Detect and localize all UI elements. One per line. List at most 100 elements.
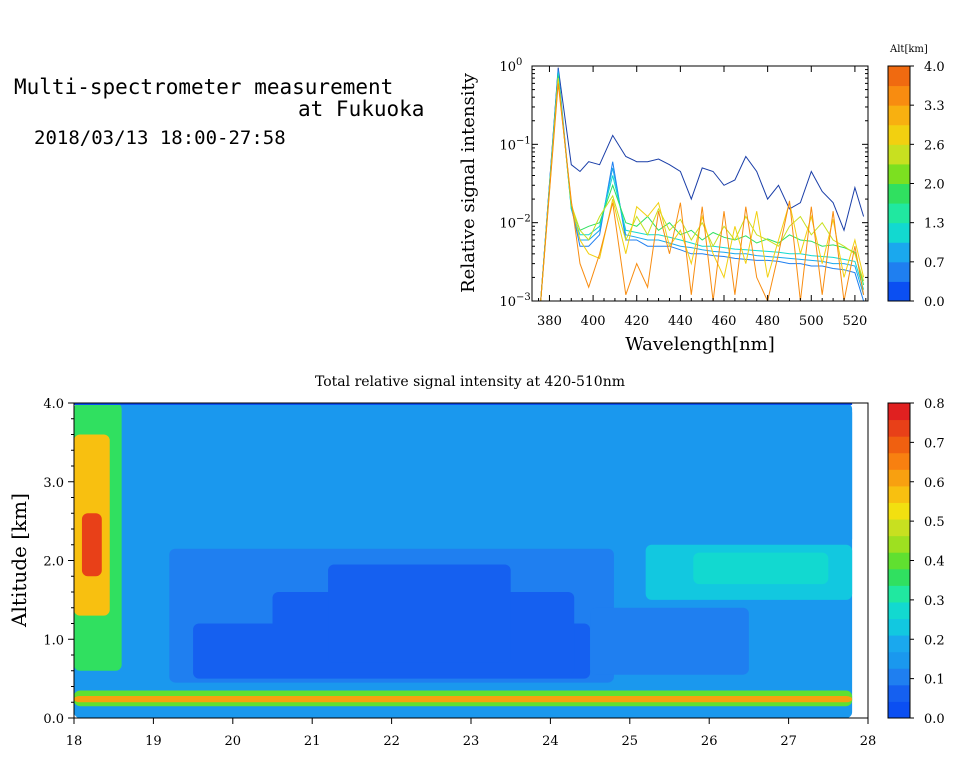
spectrum-ytick-exponent: −3: [516, 292, 531, 303]
date-range-label: 2018/03/13 18:00-27:58: [34, 127, 286, 149]
spectrum-series-7: [540, 83, 865, 301]
intensity-colorbar-cell: [888, 601, 910, 620]
spectrum-series-5: [540, 78, 865, 301]
altitude-colorbar-tick: 2.0: [924, 178, 945, 193]
heatmap-xtick: 28: [860, 734, 877, 749]
heatmap-region-6: [590, 607, 749, 675]
heatmap-xtick: 24: [542, 734, 559, 749]
altitude-colorbar-cell: [888, 222, 910, 243]
heatmap-region-1: [153, 406, 853, 545]
spectrum-ylabel: Relative signal intensity: [458, 72, 479, 293]
spectrum-series-3: [540, 73, 865, 301]
intensity-colorbar-tick: 0.2: [924, 633, 945, 648]
heatmap-region-10: [74, 695, 853, 703]
intensity-colorbar-cell: [888, 403, 910, 421]
altitude-colorbar-cell: [888, 281, 910, 302]
intensity-colorbar-cell: [888, 485, 910, 503]
intensity-colorbar-tick: 0.1: [924, 673, 945, 688]
spectrum-xtick: 480: [755, 314, 780, 329]
intensity-colorbar-cell: [888, 452, 910, 470]
heatmap-ytick: 4.0: [43, 397, 64, 412]
heatmap-xtick: 23: [463, 734, 480, 749]
intensity-colorbar-cell: [888, 568, 910, 586]
intensity-colorbar-cell: [888, 535, 910, 553]
heatmap-region-5: [328, 564, 511, 663]
spectrum-series-4: [540, 75, 865, 301]
spectrum-xtick: 520: [842, 314, 867, 329]
heatmap-ytick: 1.0: [43, 633, 64, 648]
altitude-colorbar-tick: 3.3: [924, 99, 945, 114]
intensity-colorbar-cell: [888, 436, 910, 454]
spectrum-plot-frame: [531, 65, 869, 302]
altitude-colorbar-cell: [888, 85, 910, 106]
altitude-colorbar-tick: 0.0: [924, 295, 945, 310]
intensity-colorbar: 0.0 0.1 0.2 0.3 0.4 0.5 0.6 0.7 0.8: [887, 397, 945, 727]
altitude-colorbar-tick: 4.0: [924, 60, 945, 75]
heatmap-xtick: 27: [780, 734, 797, 749]
intensity-colorbar-tick: 0.0: [924, 712, 945, 727]
intensity-colorbar-tick: 0.6: [924, 476, 945, 491]
altitude-colorbar-cell: [888, 105, 910, 126]
spectrum-ytick: 10: [499, 217, 516, 232]
spectrum-xtick: 400: [581, 314, 606, 329]
altitude-colorbar-cell: [888, 242, 910, 263]
intensity-colorbar-cell: [888, 684, 910, 702]
heatmap-ylabel: Altitude [km]: [7, 493, 31, 628]
intensity-colorbar-cell: [888, 618, 910, 636]
altitude-colorbar-title: Alt[km]: [889, 44, 928, 55]
altitude-colorbar-cell: [888, 183, 910, 204]
intensity-colorbar-cell: [888, 635, 910, 653]
intensity-colorbar-tick: 0.3: [924, 594, 945, 609]
altitude-colorbar-cell: [888, 261, 910, 282]
spectrum-xtick: 460: [712, 314, 737, 329]
heatmap-xtick: 20: [225, 734, 242, 749]
heatmap-top-edge: [74, 403, 853, 405]
intensity-colorbar-tick: 0.7: [924, 436, 945, 451]
intensity-colorbar-cell: [888, 419, 910, 437]
altitude-colorbar-cell: [888, 66, 910, 87]
heatmap-ytick: 2.0: [43, 555, 64, 570]
intensity-colorbar-cell: [888, 519, 910, 537]
heatmap-xtick: 26: [701, 734, 718, 749]
intensity-colorbar-cell: [888, 701, 910, 719]
spectrum-ytick-exponent: −1: [516, 135, 531, 146]
intensity-colorbar-cell: [888, 502, 910, 520]
heatmap-region-13: [81, 513, 102, 577]
intensity-colorbar-cell: [888, 552, 910, 570]
spectrum-xlabel: Wavelength[nm]: [625, 334, 775, 355]
heatmap-plot: Total relative signal intensity at 420-5…: [7, 374, 876, 749]
spectrum-xtick: 500: [799, 314, 824, 329]
spectrum-series-1: [540, 69, 865, 301]
spectrum-ytick-exponent: 0: [516, 57, 522, 68]
chart-title-line1: Multi-spectrometer measurement: [14, 75, 394, 99]
heatmap-xtick: 22: [383, 734, 400, 749]
intensity-colorbar-cell: [888, 469, 910, 487]
heatmap-xtick: 18: [66, 734, 83, 749]
spectrum-xtick: 420: [624, 314, 649, 329]
altitude-colorbar: Alt[km] 0.0 0.7 1.3 2.0 2.6 3.3 4.0: [887, 44, 945, 310]
spectrum-series-6: [540, 80, 865, 301]
altitude-colorbar-tick: 0.7: [924, 256, 945, 271]
altitude-colorbar-cell: [888, 203, 910, 224]
spectrum-series-0: [540, 67, 865, 301]
altitude-colorbar-cell: [888, 124, 910, 145]
spectrum-xtick: 380: [537, 314, 562, 329]
heatmap-title: Total relative signal intensity at 420-5…: [315, 374, 625, 390]
heatmap-xtick: 19: [145, 734, 162, 749]
spectrum-xtick: 440: [668, 314, 693, 329]
intensity-colorbar-tick: 0.5: [924, 515, 945, 530]
heatmap-xtick: 21: [304, 734, 321, 749]
intensity-colorbar-cell: [888, 668, 910, 686]
spectrum-ytick: 10: [499, 138, 516, 153]
heatmap-ytick: 0.0: [43, 712, 64, 727]
intensity-colorbar-cell: [888, 585, 910, 603]
altitude-colorbar-tick: 2.6: [924, 138, 945, 153]
heatmap-xtick: 25: [622, 734, 639, 749]
chart-title-line2: at Fukuoka: [298, 97, 425, 121]
intensity-colorbar-tick: 0.4: [924, 555, 945, 570]
altitude-colorbar-cell: [888, 163, 910, 184]
heatmap-region-8: [693, 552, 829, 585]
spectrum-ytick: 10: [499, 60, 516, 75]
spectrum-ytick: 10: [499, 295, 516, 310]
